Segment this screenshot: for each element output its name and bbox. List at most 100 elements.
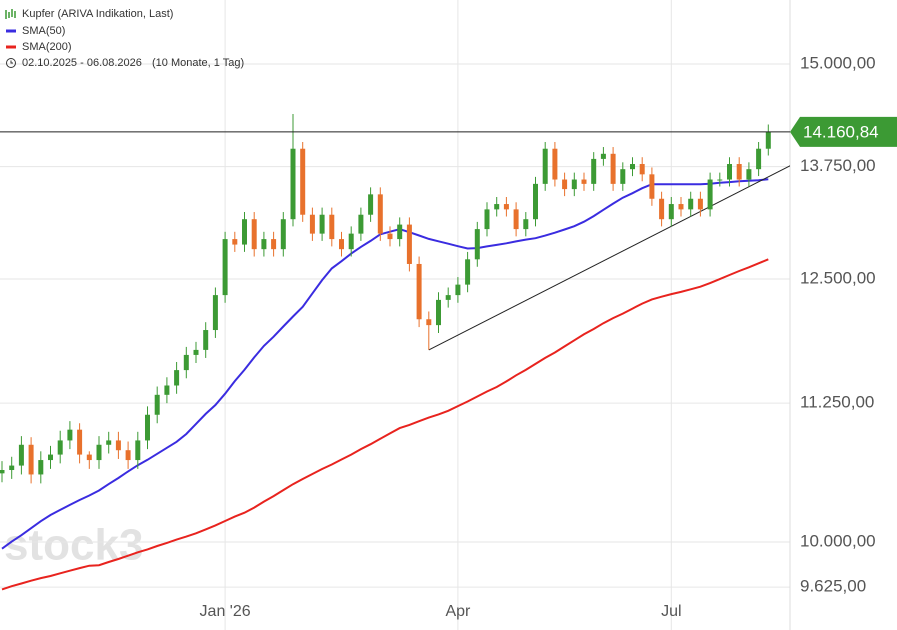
y-tick-label: 15.000,00 <box>800 53 876 72</box>
y-tick-label: 13.750,00 <box>800 156 876 175</box>
candle-body <box>436 299 441 326</box>
plot-area <box>0 113 790 591</box>
y-tick-label: 12.500,00 <box>800 268 876 287</box>
candle-body <box>348 233 354 250</box>
candle-body <box>465 259 471 285</box>
y-tick-label: 11.250,00 <box>800 393 874 412</box>
candle-body <box>290 148 296 220</box>
candle-body <box>406 224 412 264</box>
y-tick-label: 9.625,00 <box>800 577 866 596</box>
candle-body <box>571 179 577 190</box>
candle-body <box>183 354 189 371</box>
candle-body <box>38 460 44 475</box>
legend-label: Kupfer (ARIVA Indikation, Last) <box>22 8 173 20</box>
candle-body <box>474 229 480 260</box>
clock-icon <box>6 58 16 68</box>
candle-body <box>668 204 674 220</box>
candle-body <box>358 214 364 234</box>
y-tick-label: 10.000,00 <box>800 532 876 551</box>
candle-body <box>242 219 247 245</box>
candle-body <box>261 239 267 250</box>
candle-body <box>18 444 24 466</box>
candle-body <box>300 148 306 215</box>
candle-body <box>513 209 519 230</box>
candle-body <box>329 214 335 240</box>
clock-icon <box>10 60 13 64</box>
candle-body <box>125 450 131 461</box>
candle-body <box>688 198 694 210</box>
candle-body <box>212 295 218 331</box>
legend-label: SMA(50) <box>22 25 65 37</box>
candle-body <box>717 179 723 181</box>
candle-body <box>115 440 121 451</box>
candle-body <box>746 169 752 180</box>
candle-body <box>57 440 63 455</box>
legend-label: SMA(200) <box>22 41 72 53</box>
candle-body <box>600 153 606 159</box>
candle-body <box>339 239 344 250</box>
candle-body <box>319 214 325 234</box>
candle-body <box>135 440 141 461</box>
candle-body <box>426 319 432 326</box>
candle-body <box>96 444 102 461</box>
candle-body <box>416 263 422 320</box>
candle-body <box>222 239 228 296</box>
candle-body <box>630 164 635 170</box>
candle-body <box>503 204 509 210</box>
candle-body <box>77 429 83 455</box>
candle-body <box>533 183 538 220</box>
candle-body <box>377 194 383 234</box>
grid <box>0 0 791 630</box>
candle-body <box>445 295 451 300</box>
candle-body <box>523 219 529 230</box>
candle-body <box>707 179 713 210</box>
candle-body <box>727 164 732 180</box>
last-price-label: 14.160,84 <box>803 122 879 141</box>
candle-body <box>659 198 665 220</box>
candle-body <box>145 414 150 441</box>
candle-body <box>280 219 286 250</box>
candle-body <box>494 204 500 210</box>
candle-body <box>591 158 597 184</box>
candle-body <box>387 233 393 240</box>
x-tick-label: Jan '26 <box>200 603 251 620</box>
candle-body <box>67 429 73 441</box>
period: 02.10.2025 - 06.08.2026 <box>22 57 142 69</box>
candle-body <box>203 330 209 350</box>
candle-body <box>397 224 403 240</box>
watermark: stock3 <box>4 521 143 570</box>
candle-body <box>581 179 587 184</box>
candle-body <box>164 385 170 395</box>
candle-body <box>251 219 257 250</box>
legend-bg <box>4 9 16 19</box>
period-note: (10 Monate, 1 Tag) <box>152 57 244 69</box>
candle-body <box>610 153 616 184</box>
candle-body <box>271 239 277 250</box>
legend: Kupfer (ARIVA Indikation, Last) SMA(50) … <box>4 8 244 69</box>
candle-body <box>455 284 461 296</box>
candle-body <box>232 239 238 245</box>
candle-body <box>620 169 626 184</box>
candle-body <box>154 394 160 415</box>
candle-body <box>542 148 548 184</box>
candle-body <box>193 349 199 355</box>
candle-body <box>9 465 15 471</box>
candle-body <box>697 198 703 210</box>
candle-body <box>309 214 315 234</box>
candle-body <box>756 148 762 170</box>
candle-body <box>649 174 655 199</box>
candle-body <box>678 204 684 210</box>
candle-body <box>484 209 490 230</box>
candle-body <box>562 179 568 190</box>
candle-body <box>639 164 645 175</box>
last-price-tag <box>790 116 897 147</box>
trend-line <box>428 165 790 351</box>
candle-body <box>106 440 112 445</box>
candle-body <box>736 164 742 180</box>
y-axis: 9.625,00 10.000,00 11.250,00 12.500,00 13.75… <box>200 53 876 620</box>
candle-body <box>0 470 5 474</box>
candle-body <box>48 454 53 461</box>
x-tick-label: Apr <box>445 603 471 620</box>
